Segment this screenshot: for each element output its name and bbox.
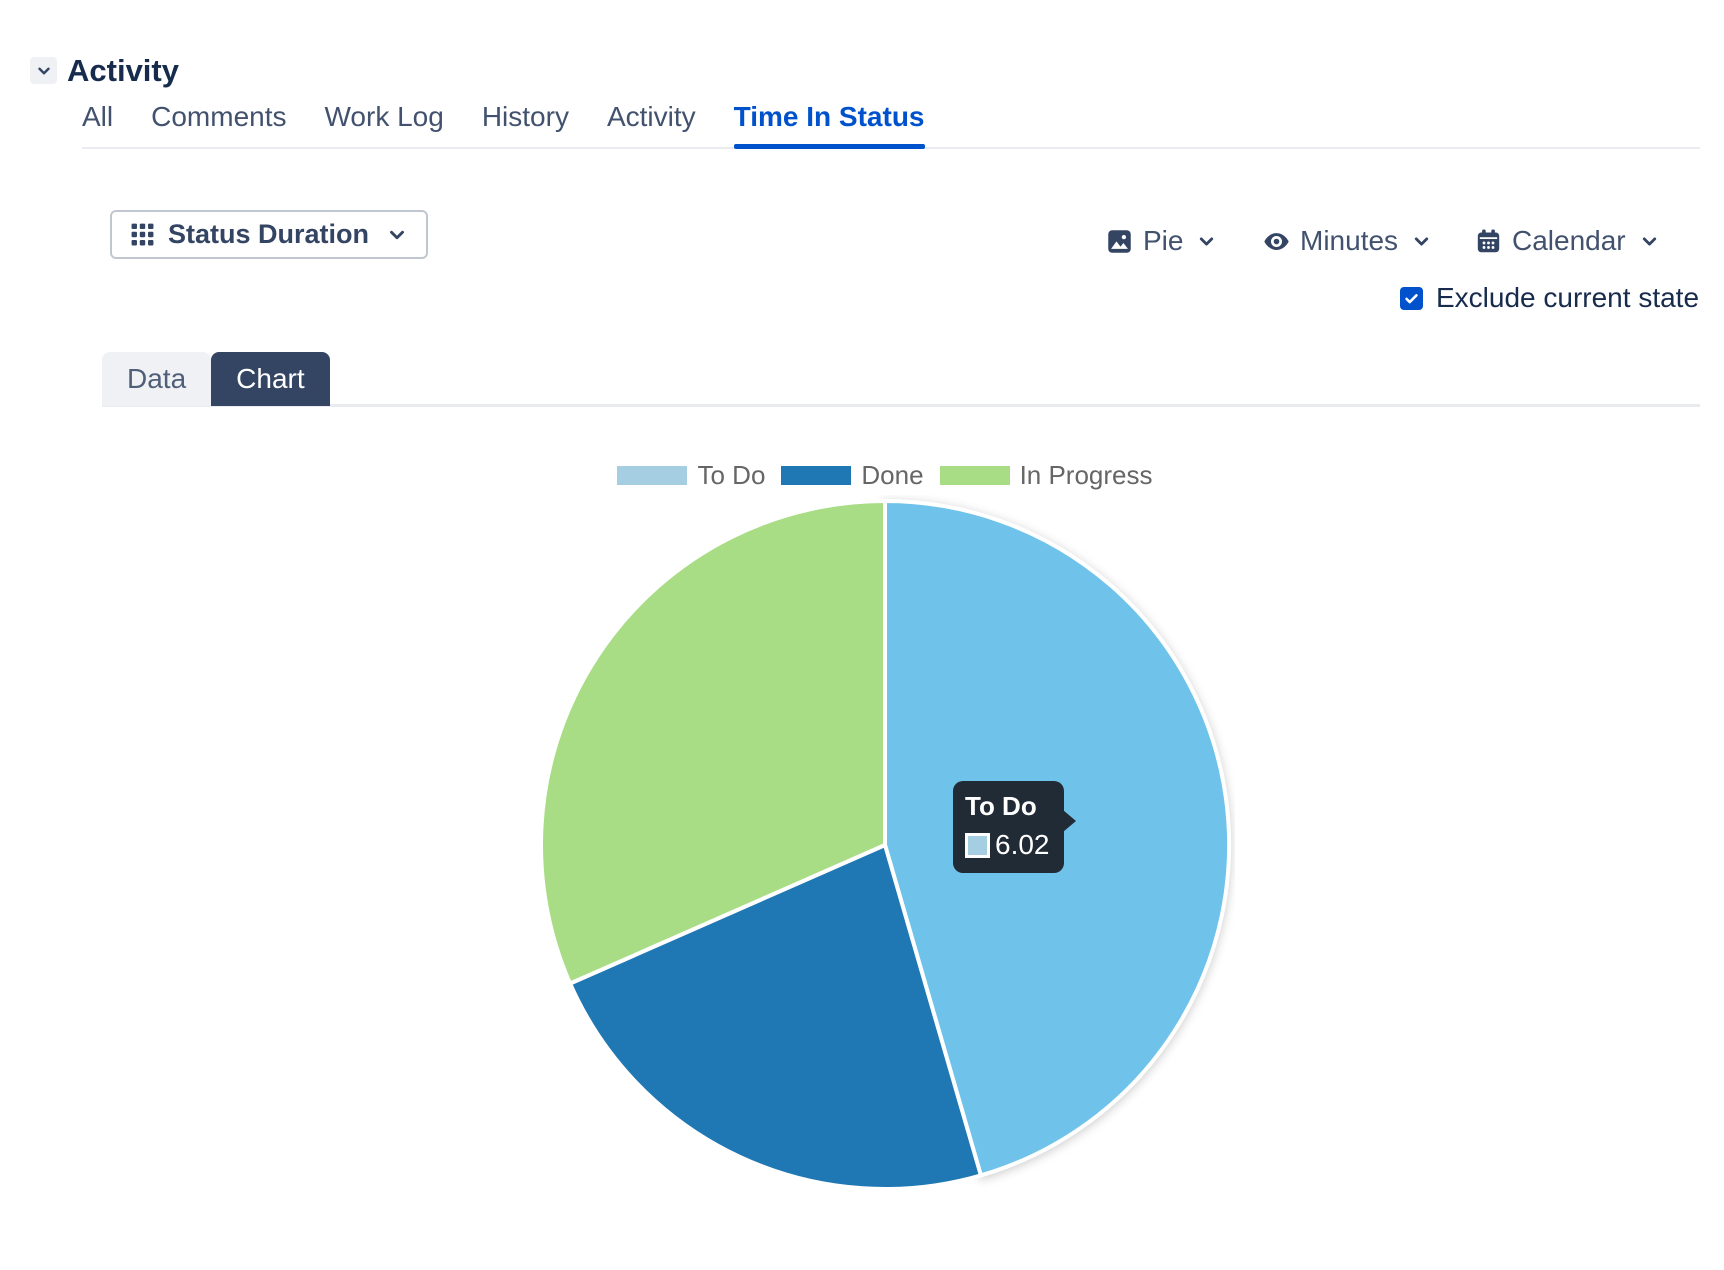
exclude-current-state-label[interactable]: Exclude current state xyxy=(1436,282,1700,313)
tab-time-in-status[interactable]: Time In Status xyxy=(733,99,925,149)
view-tab-bar: Data Chart xyxy=(102,352,330,406)
check-icon xyxy=(1405,293,1418,303)
tooltip-caret xyxy=(1062,810,1076,832)
tab-comments[interactable]: Comments xyxy=(151,101,287,132)
legend-item-done[interactable]: Done xyxy=(781,460,924,491)
chart-type-dropdown[interactable]: Pie xyxy=(1106,224,1217,258)
view-tabs-divider xyxy=(102,404,1700,407)
pie-slice-in-progress[interactable] xyxy=(539,499,887,986)
section-title: Activity xyxy=(67,53,179,88)
chart-type-label: Pie xyxy=(1143,225,1184,256)
chart-legend: To Do Done In Progress xyxy=(535,460,1235,491)
chevron-down-icon xyxy=(1200,236,1214,246)
chart-tooltip: To Do 6.02 xyxy=(953,781,1076,873)
calendar-label: Calendar xyxy=(1512,225,1626,256)
tab-work-log[interactable]: Work Log xyxy=(324,101,444,132)
chevron-down-icon xyxy=(1642,236,1656,246)
legend-label: In Progress xyxy=(1019,460,1153,490)
legend-swatch xyxy=(617,466,688,485)
tooltip-value: 6.02 xyxy=(995,829,1050,860)
legend-item-to-do[interactable]: To Do xyxy=(617,460,765,491)
tooltip-title: To Do xyxy=(965,791,1037,821)
activity-tab-bar: All Comments Work Log History Activity T… xyxy=(82,99,1700,149)
legend-label: To Do xyxy=(697,460,766,490)
calendar-icon xyxy=(1475,228,1502,255)
view-tab-data[interactable]: Data xyxy=(102,352,212,406)
status-duration-label: Status Duration xyxy=(168,219,370,249)
legend-label: Done xyxy=(861,460,924,490)
chevron-down-icon xyxy=(390,230,404,239)
exclude-current-state-checkbox[interactable] xyxy=(1400,286,1423,310)
tab-history[interactable]: History xyxy=(481,101,569,132)
unit-label: Minutes xyxy=(1300,225,1399,256)
eye-icon xyxy=(1263,228,1290,255)
status-duration-dropdown[interactable]: Status Duration xyxy=(110,210,429,259)
activity-collapse-button[interactable] xyxy=(30,57,57,84)
calendar-dropdown[interactable]: Calendar xyxy=(1475,224,1660,258)
pie-chart xyxy=(535,495,1235,1195)
tab-all[interactable]: All xyxy=(82,101,114,132)
chevron-down-icon xyxy=(1414,236,1429,246)
grid-icon xyxy=(130,222,155,247)
tab-activity[interactable]: Activity xyxy=(606,101,696,132)
chevron-down-icon xyxy=(35,62,53,80)
pie-slice-done[interactable] xyxy=(568,843,983,1191)
legend-swatch xyxy=(939,466,1010,485)
legend-swatch xyxy=(781,466,852,485)
view-tab-chart[interactable]: Chart xyxy=(211,352,330,406)
exclude-current-state-row: Exclude current state xyxy=(1400,282,1699,314)
image-icon xyxy=(1106,228,1133,255)
tooltip-swatch xyxy=(965,832,990,858)
legend-item-in-progress[interactable]: In Progress xyxy=(939,460,1153,491)
unit-dropdown[interactable]: Minutes xyxy=(1263,224,1432,258)
